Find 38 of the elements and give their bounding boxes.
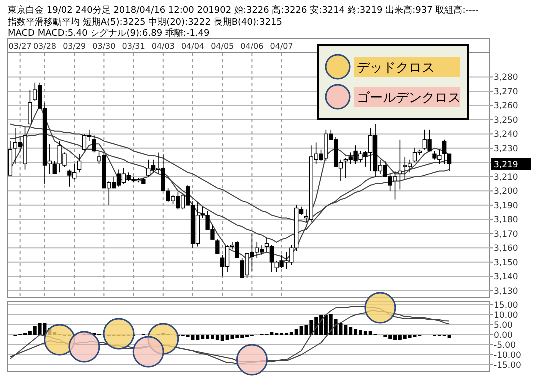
- y-tick-label: 15.00: [494, 301, 518, 311]
- x-tick-label: 03/28: [33, 42, 57, 51]
- y-tick-label: -15.00: [494, 361, 522, 371]
- y-tick-label: 3,150: [494, 258, 518, 268]
- legend-label: ゴールデンクロス: [357, 91, 461, 106]
- y-tick-label: 3,180: [494, 216, 518, 226]
- y-tick-label: 3,210: [494, 172, 518, 183]
- x-tick-label: 03/27: [8, 42, 32, 51]
- y-tick-label: 3,140: [494, 272, 518, 283]
- y-tick-label: 3,270: [494, 87, 518, 98]
- x-tick-label: 03/30: [92, 42, 116, 51]
- y-tick-label: 0.00: [494, 331, 513, 341]
- text: 3,219: [494, 160, 518, 171]
- x-tick-label: 03/31: [122, 42, 146, 51]
- y-tick-label: 5.00: [494, 321, 513, 331]
- x-tick-label: 04/06: [240, 42, 264, 51]
- y-tick-label: 3,260: [494, 102, 518, 112]
- x-tick-label: 04/03: [152, 42, 175, 51]
- y-tick-label: -5.00: [494, 341, 516, 351]
- x-tick-label: 03/29: [63, 42, 86, 51]
- x-tick-label: 04/05: [211, 42, 234, 51]
- y-tick-label: 3,200: [494, 187, 518, 198]
- y-tick-label: 3,280: [494, 73, 518, 84]
- x-tick-label: 04/04: [181, 42, 205, 51]
- y-tick-label: 3,250: [494, 116, 518, 126]
- y-tick-label: 3,230: [494, 144, 518, 154]
- y-tick-label: -10.00: [494, 351, 522, 361]
- text: MACD MACD:5.40 シグナル(9):6.89 乖離:-1.49: [8, 28, 210, 39]
- y-tick-label: 3,130: [494, 286, 518, 297]
- y-tick-label: 3,170: [494, 230, 518, 240]
- legend-label: デッドクロス: [357, 61, 435, 76]
- y-tick-label: 3,240: [494, 130, 518, 140]
- chart-title: 東京白金 19/02 240分足 2018/04/16 12:00 201902 始:3226 高:3226 安:3214 終:3219 出来高:937 取組高:----: [8, 5, 479, 16]
- chart-subtitle: 指数平滑移動平均 短期A(5):3225 中期(20):3222 長期B(40):3215: [7, 17, 282, 28]
- y-tick-label: 10.00: [494, 311, 518, 321]
- y-tick-label: 3,160: [494, 244, 518, 254]
- x-tick-label: 04/07: [270, 42, 294, 51]
- y-tick-label: 3,190: [494, 201, 518, 212]
